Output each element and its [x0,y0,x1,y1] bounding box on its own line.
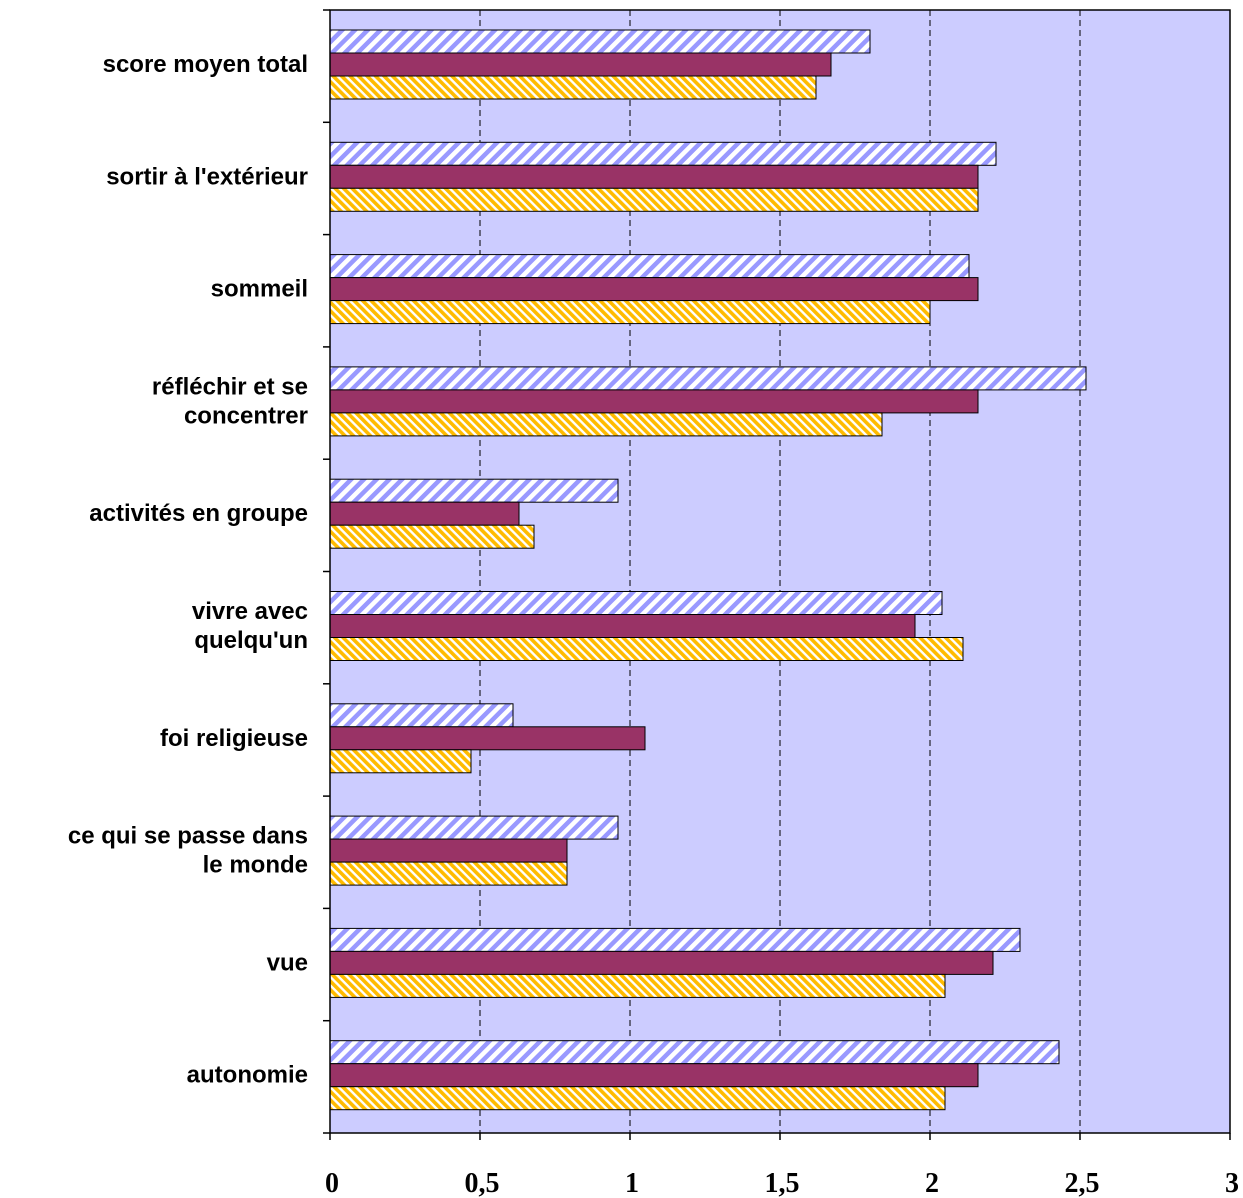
x-tick-label-1: 0,5 [465,1168,500,1198]
x-tick-label-2: 1 [625,1168,639,1198]
bar-8-series-2 [329,973,946,998]
x-tick-label-3: 1,5 [765,1168,800,1198]
bar-6-series-1 [329,726,646,751]
bar-3-series-0 [329,366,1087,391]
bar-1-series-1 [329,164,979,189]
category-label-0: score moyen total [103,51,308,78]
x-tick-label-0: 0 [325,1168,339,1198]
category-label-2: sommeil [211,276,308,303]
bar-8-series-1 [329,950,994,975]
bar-2-series-0 [329,254,970,279]
category-label-4: activités en groupe [89,500,308,527]
category-label-1: sortir à l'extérieur [106,163,308,190]
bar-9-series-0 [329,1040,1060,1065]
bar-9-series-1 [329,1063,979,1088]
category-labels: score moyen total sortir à l'extérieur som… [68,51,308,1089]
bar-2-series-1 [329,277,979,302]
bar-1-series-0 [329,141,997,166]
bar-2-series-2 [329,300,931,325]
bar-3-series-2 [329,412,883,437]
bar-5-series-1 [329,614,916,638]
axes [323,9,1231,1140]
bar-9-series-2 [329,1086,946,1111]
category-label-9: autonomie [187,1062,308,1089]
bar-0-series-2 [329,75,817,100]
bar-4-series-2 [329,524,535,549]
category-label-6: foi religieuse [160,725,308,752]
bar-6-series-2 [329,749,472,774]
bar-7-series-0 [329,815,619,840]
bars [329,29,1087,1111]
bar-0-series-0 [329,29,871,54]
bar-5-series-2 [329,637,964,661]
x-tick-label-6: 3 [1225,1168,1239,1198]
x-tick-label-4: 2 [925,1168,939,1198]
bar-7-series-2 [329,861,568,886]
category-label-7-line-1: le monde [203,852,308,879]
bar-0-series-1 [329,52,832,77]
bar-3-series-1 [329,389,979,414]
category-label-7-line-0: ce qui se passe dans [68,823,308,850]
category-label-3-line-1: concentrer [184,402,308,429]
x-tick-labels: 0 0,5 1 1,5 2 2,5 3 [325,1168,1239,1198]
category-label-5-line-0: vivre avec [192,598,308,625]
category-label-3-line-0: réfléchir et se [152,373,308,400]
bar-6-series-0 [329,703,514,728]
bar-8-series-0 [329,927,1021,952]
bar-4-series-1 [329,501,520,526]
bar-7-series-1 [329,838,568,863]
bar-5-series-0 [329,591,943,615]
category-label-5-line-1: quelqu'un [194,627,308,654]
x-tick-label-5: 2,5 [1065,1168,1100,1198]
bar-1-series-2 [329,187,979,212]
bar-4-series-0 [329,478,619,503]
category-label-8: vue [267,949,308,976]
